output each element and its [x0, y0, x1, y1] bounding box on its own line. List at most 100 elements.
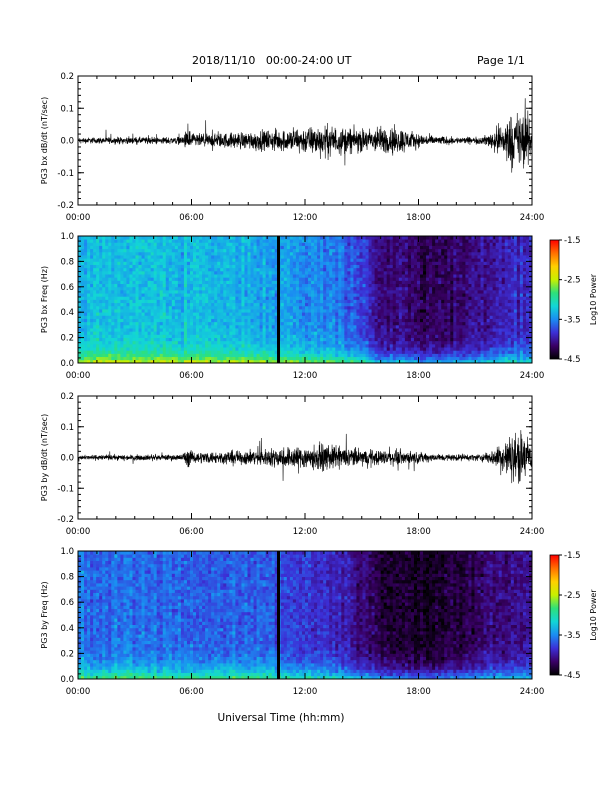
spectrogram-cell: [335, 274, 339, 278]
spectrogram-cell: [223, 359, 227, 364]
spectrogram-cell: [150, 315, 155, 319]
spectrogram-cell: [271, 324, 276, 329]
spectrogram-cell: [280, 321, 285, 326]
spectrogram-cell: [407, 315, 412, 319]
spectrogram-cell: [271, 293, 276, 297]
spectrogram-cell: [383, 293, 388, 297]
spectrogram-cell: [426, 321, 430, 326]
spectrogram-cell: [395, 299, 400, 304]
spectrogram-cell: [220, 321, 224, 326]
spectrogram-cell: [377, 318, 382, 323]
spectrogram-cell: [153, 328, 158, 332]
spectrogram-cell: [329, 356, 333, 361]
spectrogram-cell: [144, 248, 149, 253]
spectrogram-cell: [217, 293, 221, 297]
spectrogram-cell: [389, 280, 394, 285]
spectrogram-cell: [353, 296, 357, 300]
spectrogram-cell: [229, 324, 233, 329]
spectrogram-cell: [147, 318, 152, 323]
spectrogram-cell: [105, 337, 109, 342]
spectrogram-cell: [274, 340, 279, 345]
spectrogram-cell: [429, 280, 433, 285]
spectrogram-cell: [356, 258, 360, 262]
spectrogram-cell: [126, 283, 130, 288]
spectrogram-cell: [117, 359, 121, 364]
spectrogram-cell: [335, 280, 339, 285]
spectrogram-cell: [386, 299, 391, 304]
spectrogram-cell: [93, 283, 97, 288]
spectrogram-cell: [250, 258, 254, 262]
spectrogram-cell: [444, 286, 448, 291]
spectrogram-cell: [90, 242, 94, 246]
spectrogram-cell: [211, 258, 215, 262]
spectrogram-cell: [374, 264, 379, 269]
spectrogram-cell: [180, 356, 185, 361]
spectrogram-cell: [295, 261, 300, 265]
spectrogram-cell: [123, 236, 127, 240]
spectrogram-cell: [205, 318, 209, 323]
spectrogram-cell: [441, 347, 445, 351]
spectrogram-cell: [362, 309, 366, 313]
spectrogram-cell: [292, 334, 297, 338]
spectrogram-cell: [117, 337, 121, 342]
spectrogram-cell: [183, 315, 188, 319]
spectrogram-cell: [298, 347, 303, 351]
spectrogram-cell: [256, 261, 260, 265]
spectrogram-cell: [377, 324, 382, 329]
spectrogram-cell: [429, 299, 433, 304]
spectrogram-cell: [359, 289, 363, 294]
spectrogram-cell: [265, 261, 270, 265]
spectrogram-cell: [311, 312, 315, 316]
spectrogram-cell: [189, 242, 194, 246]
spectrogram-cell: [416, 312, 421, 316]
spectrogram-cell: [368, 261, 372, 265]
spectrogram-cell: [87, 274, 91, 278]
spectrogram-cell: [377, 296, 382, 300]
spectrogram-cell: [208, 296, 212, 300]
spectrogram-cell: [102, 350, 106, 354]
spectrogram-cell: [135, 318, 139, 323]
spectrogram-cell: [353, 334, 357, 338]
spectrogram-cell: [235, 324, 239, 329]
spectrogram-cell: [114, 340, 118, 345]
spectrogram-cell: [171, 350, 176, 354]
spectrogram-cell: [289, 318, 294, 323]
spectrogram-cell: [438, 286, 442, 291]
spectrogram-cell: [114, 312, 118, 316]
spectrogram-cell: [410, 347, 415, 351]
spectrogram-cell: [383, 264, 388, 269]
spectrogram-cell: [232, 283, 236, 288]
spectrogram-cell: [114, 328, 118, 332]
spectrogram-cell: [404, 267, 409, 272]
spectrogram-cell: [180, 245, 185, 250]
spectrogram-cell: [283, 328, 288, 332]
spectrogram-cell: [353, 353, 357, 358]
spectrogram-cell: [314, 270, 318, 275]
spectrogram-cell: [153, 359, 158, 364]
spectrogram-cell: [305, 353, 309, 358]
spectrogram-cell: [211, 255, 215, 259]
spectrogram-cell: [426, 312, 430, 316]
spectrogram-cell: [183, 305, 188, 310]
spectrogram-cell: [435, 280, 439, 285]
spectrogram-cell: [129, 302, 133, 307]
spectrogram-cell: [286, 334, 291, 338]
spectrogram-cell: [350, 328, 354, 332]
spectrogram-cell: [214, 274, 218, 278]
spectrogram-cell: [226, 280, 230, 285]
spectrogram-cell: [253, 315, 257, 319]
spectrogram-cell: [111, 302, 115, 307]
spectrogram-cell: [441, 267, 445, 272]
spectrogram-cell: [165, 270, 170, 275]
spectrogram-cell: [305, 315, 309, 319]
spectrogram-cell: [286, 353, 291, 358]
spectrogram-cell: [174, 264, 179, 269]
spectrogram-cell: [247, 261, 251, 265]
spectrogram-cell: [444, 356, 448, 361]
spectrogram-cell: [292, 359, 297, 364]
spectrogram-cell: [229, 280, 233, 285]
spectrogram-cell: [441, 328, 445, 332]
spectrogram-cell: [389, 315, 394, 319]
spectrogram-cell: [420, 331, 424, 335]
spectrogram-cell: [314, 255, 318, 259]
